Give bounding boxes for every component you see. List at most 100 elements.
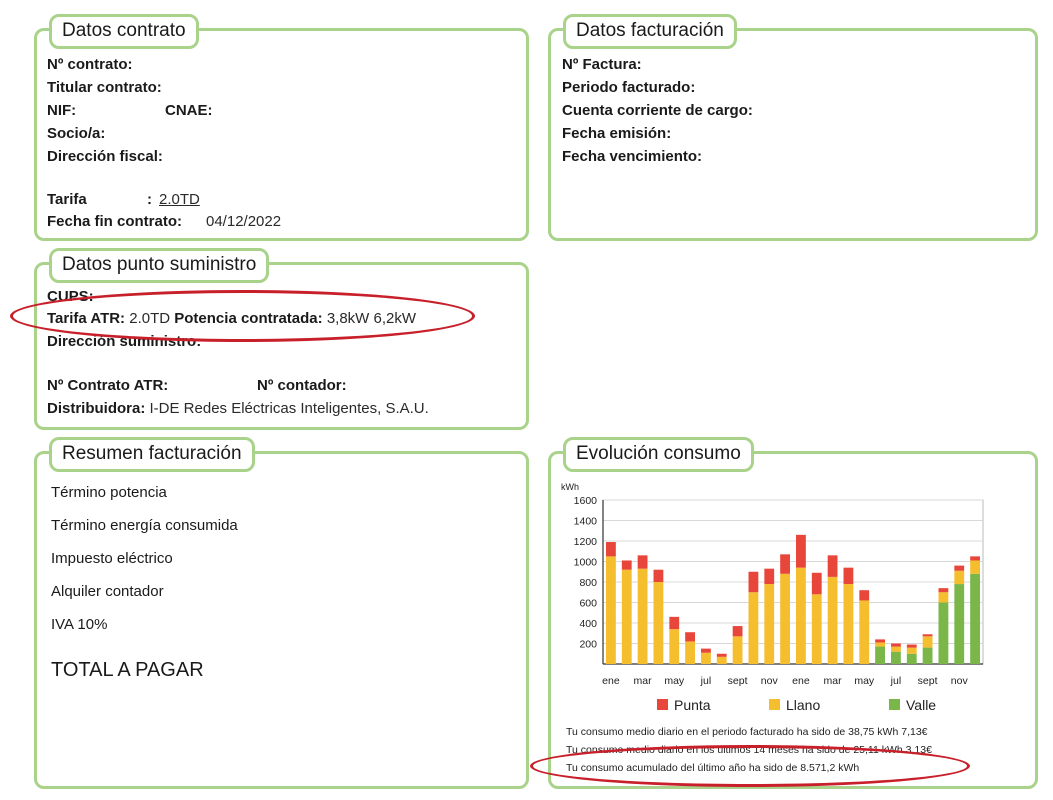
bar-segment-punta <box>843 567 854 585</box>
highlight-ellipse-tarifa <box>10 290 475 342</box>
bar-segment-llano <box>954 570 965 585</box>
bar-segment-valle <box>891 651 901 664</box>
bar-segment-llano <box>701 652 711 664</box>
bar-segment-valle <box>906 653 917 664</box>
highlight-ellipse-acumulado <box>530 745 970 787</box>
n-factura-label: Nº Factura: <box>562 56 642 73</box>
titular-label: Titular contrato: <box>47 79 162 96</box>
y-tick-label: 1600 <box>574 495 598 507</box>
bar-segment-llano <box>811 594 822 664</box>
x-tick-label: ene <box>792 675 810 687</box>
x-tick-label: sept <box>728 675 748 687</box>
legend-swatch <box>769 699 780 710</box>
panel-datos-contrato: Datos contrato Nº contrato: Titular cont… <box>34 14 529 241</box>
y-tick-label: 1200 <box>574 536 598 548</box>
x-tick-label: jul <box>890 675 902 687</box>
bar-segment-llano <box>764 584 775 664</box>
consumo-medio-periodo-note: Tu consumo medio diario en el periodo fa… <box>566 726 928 738</box>
y-tick-label: 1400 <box>574 516 598 528</box>
contador-label: Nº contador: <box>257 377 347 394</box>
bar-segment-punta <box>701 648 711 653</box>
y-tick-label: 1000 <box>574 557 598 569</box>
impuesto-electrico-label: Impuesto eléctrico <box>51 550 173 567</box>
x-tick-label: ene <box>602 675 620 687</box>
bar-segment-llano <box>843 584 854 664</box>
legend-label: Valle <box>906 697 936 713</box>
bar-segment-llano <box>732 636 743 664</box>
bar-segment-punta <box>906 644 917 648</box>
fecha-fin-label: Fecha fin contrato: <box>47 213 183 230</box>
distribuidora-line: Distribuidora: I-DE Redes Eléctricas Int… <box>47 399 429 419</box>
panel-datos-facturacion: Datos facturación Nº Factura: Periodo fa… <box>548 14 1038 241</box>
bar-segment-punta <box>938 588 949 593</box>
x-tick-label: nov <box>761 675 779 687</box>
bar-segment-llano <box>906 647 917 654</box>
alquiler-contador-label: Alquiler contador <box>51 583 164 600</box>
legend-label: Llano <box>786 697 820 713</box>
bar-segment-valle <box>970 573 980 664</box>
bar-segment-punta <box>891 643 901 647</box>
iva-label: IVA 10% <box>51 616 108 633</box>
panel-title: Datos punto suministro <box>49 248 270 283</box>
bar-segment-llano <box>938 592 949 603</box>
bar-segment-llano <box>606 556 616 664</box>
bar-segment-llano <box>970 560 980 574</box>
bar-segment-punta <box>796 534 806 568</box>
contrato-atr-label: Nº Contrato ATR: <box>47 377 169 394</box>
bar-segment-llano <box>827 576 838 664</box>
y-axis-unit-label: kWh <box>561 482 579 492</box>
distribuidora-value: I-DE Redes Eléctricas Inteligentes, S.A.… <box>149 400 429 417</box>
y-tick-label: 200 <box>579 639 597 651</box>
cnae-label: CNAE: <box>165 102 213 119</box>
bar-segment-punta <box>827 555 838 577</box>
legend-swatch <box>889 699 900 710</box>
legend-label: Punta <box>674 697 711 713</box>
bar-segment-llano <box>637 568 648 664</box>
bar-segment-llano <box>685 641 695 664</box>
n-contrato-label: Nº contrato: <box>47 56 133 73</box>
fecha-emision-label: Fecha emisión: <box>562 125 672 142</box>
tarifa-separator: : <box>147 191 152 208</box>
bar-segment-punta <box>859 590 870 601</box>
nif-label: NIF: <box>47 102 77 119</box>
tarifa-value: 2.0TD <box>159 191 200 208</box>
bar-segment-valle <box>954 584 965 664</box>
x-tick-label: jul <box>700 675 712 687</box>
panel-datos-suministro: Datos punto suministro CUPS: Tarifa ATR:… <box>34 248 529 430</box>
bar-segment-punta <box>716 653 727 657</box>
bar-segment-llano <box>621 569 632 664</box>
direccion-fiscal-label: Dirección fiscal: <box>47 148 163 165</box>
bar-segment-punta <box>875 639 885 643</box>
x-tick-label: may <box>854 675 875 687</box>
fecha-fin-value: 04/12/2022 <box>206 213 282 230</box>
bar-segment-valle <box>922 647 933 664</box>
cuenta-label: Cuenta corriente de cargo: <box>562 102 753 119</box>
bar-segment-llano <box>780 573 790 664</box>
termino-potencia-label: Término potencia <box>51 484 167 501</box>
bar-segment-punta <box>637 555 648 569</box>
y-tick-label: 400 <box>579 618 597 630</box>
panel-title: Resumen facturación <box>49 437 255 472</box>
panel-title: Datos facturación <box>563 14 737 49</box>
bar-segment-llano <box>796 567 806 664</box>
bar-segment-llano <box>891 646 901 652</box>
bar-segment-punta <box>621 560 632 570</box>
bar-segment-punta <box>954 565 965 571</box>
bar-segment-llano <box>653 582 664 664</box>
x-tick-label: nov <box>951 675 969 687</box>
bar-segment-llano <box>859 600 870 664</box>
total-a-pagar-label: TOTAL A PAGAR <box>51 659 204 681</box>
bar-segment-punta <box>669 616 680 630</box>
x-tick-label: sept <box>918 675 938 687</box>
x-tick-label: mar <box>824 675 843 687</box>
legend-swatch <box>657 699 668 710</box>
panel-title: Evolución consumo <box>563 437 754 472</box>
tarifa-label: Tarifa <box>47 191 87 208</box>
bar-segment-punta <box>653 569 664 582</box>
bar-segment-punta <box>685 632 695 642</box>
bar-segment-llano <box>748 592 759 664</box>
bar-segment-punta <box>922 634 933 637</box>
y-tick-label: 600 <box>579 598 597 610</box>
panel-title: Datos contrato <box>49 14 199 49</box>
distribuidora-label: Distribuidora: <box>47 400 146 417</box>
